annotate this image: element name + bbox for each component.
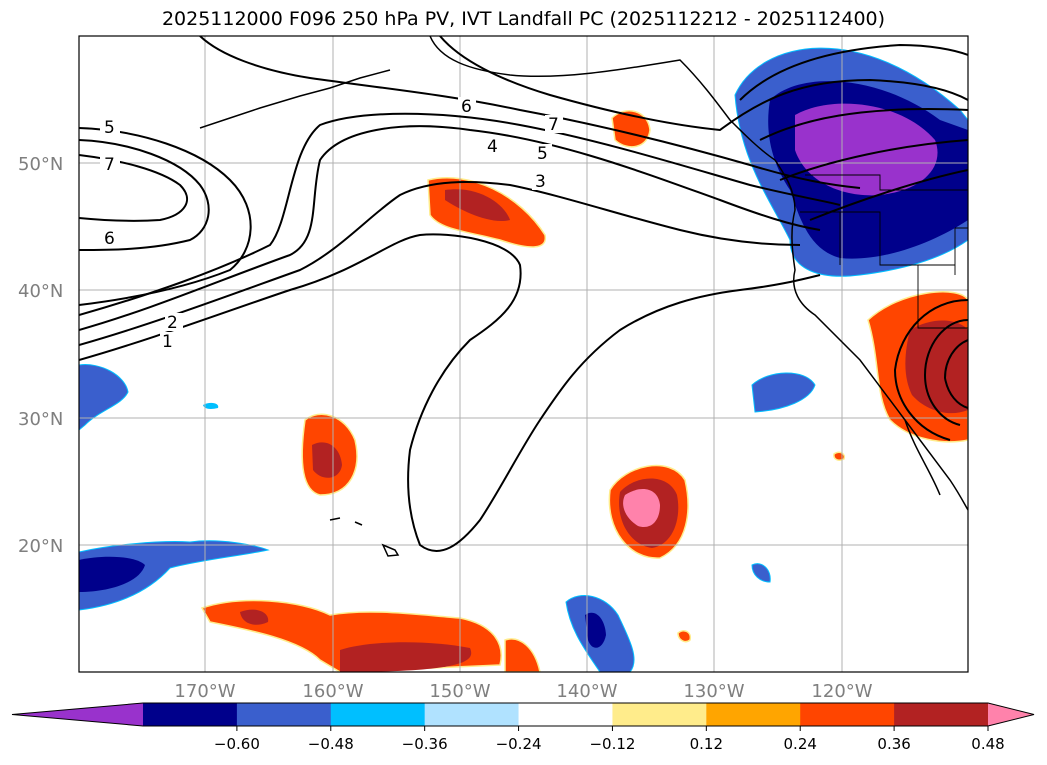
colorbar-segment [143, 703, 238, 726]
negative-anomaly-small-2 [203, 402, 219, 409]
contour-pnw-1 [739, 43, 968, 101]
lat-tick-label: 20°N [18, 536, 63, 557]
colorbar-tick-label: −0.24 [496, 735, 542, 753]
contour-label: 2 [167, 313, 178, 333]
contour-4 [79, 112, 841, 316]
lon-tick-label: 160°W [302, 681, 363, 702]
positive-anomaly-south-east [504, 638, 541, 672]
negative-anomaly-east-30n [751, 372, 816, 413]
contour-label: 7 [548, 115, 559, 135]
lat-tick-label: 30°N [18, 409, 63, 430]
contour-7b [439, 36, 968, 132]
contour-sw-3 [943, 339, 968, 409]
colorbar-segment [612, 703, 707, 726]
positive-anomaly-small-1 [677, 630, 692, 643]
lat-tick-label: 40°N [18, 281, 63, 302]
positive-anomaly-hawaii-west-core [312, 442, 342, 478]
colorbar-tick-label: 0.48 [971, 735, 1004, 753]
positive-anomaly-gulf-alaska [611, 110, 651, 148]
colorbar-tick-label: 0.24 [784, 735, 817, 753]
contour-6b [199, 36, 861, 189]
contour-label: 3 [535, 172, 546, 192]
contour-label-group: 5 7 6 2 1 6 7 4 5 3 [100, 97, 563, 352]
colorbar-extend-high [988, 703, 1034, 726]
colorbar-tick-label: −0.48 [308, 735, 354, 753]
contour-label: 5 [537, 144, 548, 164]
negative-anomaly-small-1 [751, 563, 771, 583]
colorbar-segment [894, 703, 989, 726]
contour-label: 6 [461, 97, 472, 117]
contour-3 [79, 125, 821, 331]
contour-label: 7 [104, 155, 115, 175]
colorbar-tick-label: −0.12 [589, 735, 635, 753]
lon-tick-label: 140°W [556, 681, 617, 702]
colorbar-tick-label: 0.36 [877, 735, 910, 753]
contour-sw-2 [923, 319, 968, 426]
state-borders [800, 174, 968, 329]
lon-tick-label: 130°W [683, 681, 744, 702]
positive-anomaly-east-pacific-core [623, 489, 660, 528]
positive-anomaly-small-2 [833, 451, 846, 461]
positive-anomaly-southwest-core [905, 320, 968, 414]
gridlines [79, 36, 968, 672]
negative-anomaly-south-central-core [585, 612, 606, 648]
map-title: 2025112000 F096 250 hPa PV, IVT Landfall… [161, 8, 886, 30]
contour-6 [79, 139, 210, 251]
contour-pnw-2 [759, 108, 968, 141]
contour-pnw-3 [779, 139, 968, 181]
colorbar-outline [11, 702, 1035, 727]
coastline-west-coast [774, 159, 968, 511]
colorbar-segment [330, 703, 426, 726]
lat-tick-label: 50°N [18, 154, 63, 175]
colorbar-tick-label: −0.36 [402, 735, 448, 753]
coastline-alaska [429, 36, 776, 161]
contour-label: 4 [487, 137, 498, 157]
contour-sw-1 [893, 299, 968, 441]
plot-frame [78, 35, 969, 673]
positive-anomaly-central-pacific-core [445, 189, 510, 221]
colorbar: −0.60 −0.48 −0.36 −0.24 −0.12 0.12 0.24 0.36 0.4… [11, 702, 1035, 753]
contour-label: 6 [104, 229, 115, 249]
contour-7 [79, 154, 189, 222]
negative-anomaly-west-30n [79, 364, 129, 431]
colorbar-tick-label: 0.12 [690, 735, 723, 753]
colorbar-tick-label: −0.60 [214, 735, 260, 753]
colorbar-segment [706, 703, 801, 726]
coastline-baja [904, 419, 941, 496]
lon-tick-label: 120°W [811, 681, 872, 702]
contour-label: 5 [104, 118, 115, 138]
negative-anomaly-pnw-core [795, 103, 938, 196]
positive-anomaly-south-band-core2 [240, 609, 269, 625]
coastline-hawaii [329, 517, 400, 557]
colorbar-segment [236, 703, 332, 726]
shaded-field [79, 47, 968, 672]
coastline-aleutians [199, 69, 391, 129]
coastlines [199, 36, 968, 557]
negative-anomaly-west-20n-core [79, 556, 145, 592]
lon-tick-label: 150°W [429, 681, 490, 702]
pv-contours [79, 36, 968, 552]
contour-label: 1 [162, 332, 173, 352]
colorbar-segment [800, 703, 895, 726]
colorbar-segment [518, 703, 613, 726]
colorbar-extend-low [12, 703, 143, 726]
positive-anomaly-south-band-core [340, 642, 472, 672]
contour-pnw-4 [809, 169, 968, 221]
contour-2 [79, 181, 801, 346]
colorbar-segment [424, 703, 520, 726]
contour-5 [79, 127, 252, 306]
contour-1 [79, 233, 821, 552]
lon-tick-label: 170°W [174, 681, 235, 702]
